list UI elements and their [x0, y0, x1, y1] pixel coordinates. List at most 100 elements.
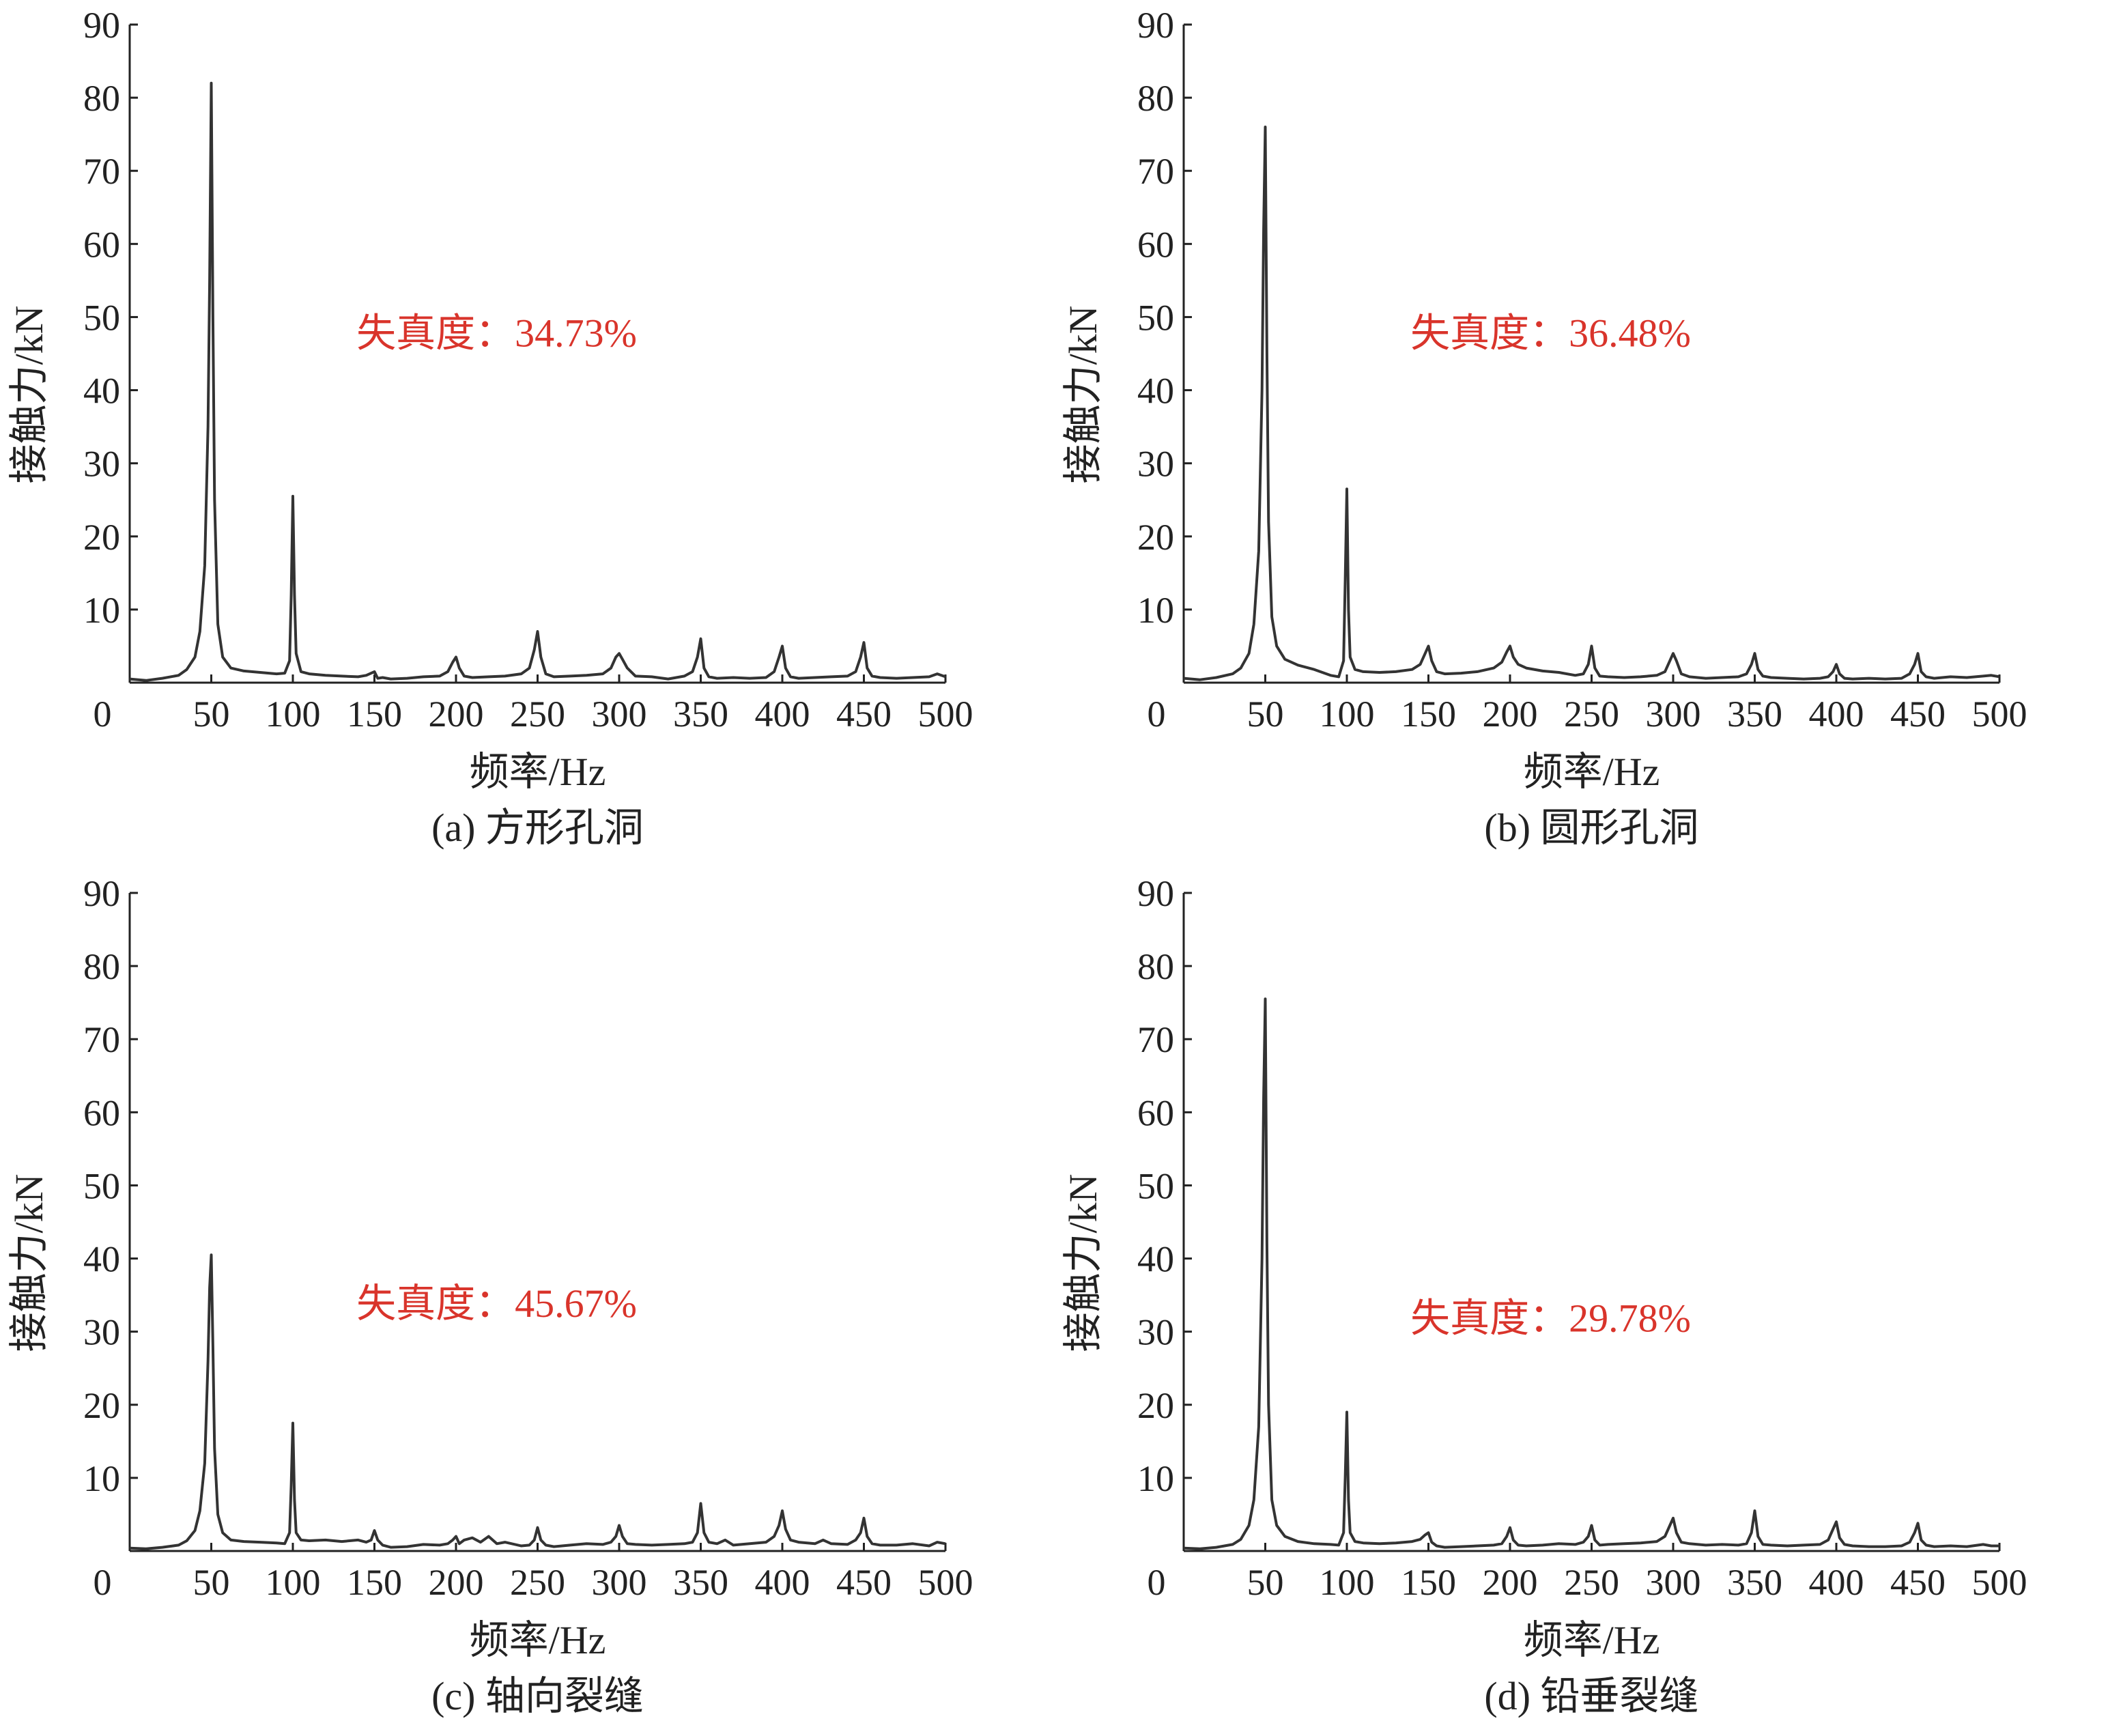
y-tick-label: 20 [1137, 517, 1174, 558]
y-tick-label: 80 [1137, 78, 1174, 119]
x-tick-label: 0 [94, 694, 112, 735]
x-tick-label: 350 [673, 1562, 728, 1603]
x-tick-label: 500 [918, 694, 973, 735]
y-tick-label: 10 [83, 1458, 120, 1499]
y-tick-label: 30 [83, 1312, 120, 1353]
x-tick-label: 450 [1890, 694, 1946, 735]
chart-caption: (a) 方形孔洞 [431, 806, 644, 850]
y-axis-label: 接触力/kN [7, 1173, 51, 1352]
x-tick-label: 50 [1247, 694, 1284, 735]
y-tick-label: 40 [83, 371, 120, 412]
y-axis-label: 接触力/kN [7, 305, 51, 483]
y-tick-label: 10 [1137, 1458, 1174, 1499]
x-tick-label: 200 [429, 1562, 484, 1603]
chart-panel-c: 0 50 100 150 200 250 300 350 400 450 500 10 20 30 40 50… [0, 868, 1054, 1736]
y-tick-label: 30 [1137, 444, 1174, 485]
y-tick-label: 50 [83, 297, 120, 338]
distortion-annotation: 失真度：34.73% [356, 311, 637, 355]
y-tick-label: 80 [1137, 946, 1174, 987]
chart-panel-b: 0 50 100 150 200 250 300 350 400 450 500 10 20 30 40 50… [1054, 0, 2108, 868]
x-tick-label: 500 [1972, 694, 2027, 735]
y-tick-label: 30 [1137, 1312, 1174, 1353]
y-tick-label: 90 [1137, 5, 1174, 46]
x-tick-label: 50 [193, 1562, 230, 1603]
x-tick-label: 150 [1401, 1562, 1456, 1603]
spectrum-series-line [129, 81, 946, 682]
x-tick-label: 250 [510, 694, 565, 735]
x-tick-label: 450 [836, 694, 892, 735]
x-tick-label: 150 [1401, 694, 1456, 735]
y-tick-label: 90 [83, 5, 120, 46]
y-tick-label: 80 [83, 78, 120, 119]
x-axis-label: 频率/Hz [1524, 750, 1660, 794]
x-tick-label: 150 [347, 1562, 402, 1603]
x-axis-label: 频率/Hz [1524, 1618, 1660, 1662]
x-tick-label: 0 [94, 1562, 112, 1603]
spectrum-series-line [129, 1253, 946, 1550]
x-tick-label: 0 [1148, 694, 1166, 735]
x-tick-label: 100 [266, 1562, 321, 1603]
x-tick-label: 250 [1564, 1562, 1619, 1603]
chart-caption: (d) 铅垂裂缝 [1484, 1674, 1698, 1718]
x-tick-label: 100 [266, 694, 321, 735]
x-tick-label: 400 [755, 1562, 810, 1603]
y-tick-label: 90 [83, 873, 120, 914]
x-tick-label: 350 [1727, 1562, 1782, 1603]
chart-svg: 0 50 100 150 200 250 300 350 400 450 500 10 20 30 40 50… [7, 5, 973, 850]
x-tick-label: 200 [1483, 1562, 1538, 1603]
x-tick-label: 150 [347, 694, 402, 735]
x-axis-label: 频率/Hz [470, 1618, 606, 1662]
distortion-annotation: 失真度：45.67% [356, 1281, 637, 1326]
spectrum-series-line [1183, 997, 1999, 1550]
y-tick-label: 60 [83, 1092, 120, 1133]
chart-svg: 0 50 100 150 200 250 300 350 400 450 500 10 20 30 40 50… [1061, 873, 2027, 1718]
x-tick-label: 100 [1320, 1562, 1375, 1603]
x-tick-label: 450 [1890, 1562, 1946, 1603]
x-axis-label: 频率/Hz [470, 750, 606, 794]
y-tick-label: 40 [83, 1239, 120, 1280]
x-tick-label: 300 [1646, 1562, 1701, 1603]
x-tick-label: 250 [510, 1562, 565, 1603]
y-tick-label: 70 [83, 151, 120, 192]
y-axis-label: 接触力/kN [1061, 305, 1105, 483]
y-axis-label: 接触力/kN [1061, 1173, 1105, 1352]
x-tick-label: 500 [918, 1562, 973, 1603]
chart-caption: (b) 圆形孔洞 [1484, 806, 1698, 850]
x-tick-label: 200 [1483, 694, 1538, 735]
x-tick-label: 50 [193, 694, 230, 735]
x-tick-label: 450 [836, 1562, 892, 1603]
x-tick-label: 300 [592, 1562, 647, 1603]
x-tick-label: 500 [1972, 1562, 2027, 1603]
distortion-annotation: 失真度：36.48% [1410, 311, 1691, 355]
x-tick-label: 50 [1247, 1562, 1284, 1603]
x-tick-label: 400 [755, 694, 810, 735]
y-tick-label: 70 [83, 1019, 120, 1060]
chart-svg: 0 50 100 150 200 250 300 350 400 450 500 10 20 30 40 50… [7, 873, 973, 1718]
x-tick-label: 100 [1320, 694, 1375, 735]
y-tick-label: 50 [1137, 1165, 1174, 1206]
y-tick-label: 40 [1137, 1239, 1174, 1280]
y-tick-label: 20 [1137, 1385, 1174, 1426]
y-tick-label: 60 [1137, 1092, 1174, 1133]
x-tick-label: 350 [1727, 694, 1782, 735]
x-tick-label: 300 [592, 694, 647, 735]
chart-caption: (c) 轴向裂缝 [431, 1674, 644, 1718]
chart-panel-a: 0 50 100 150 200 250 300 350 400 450 500 10 20 30 40 50… [0, 0, 1054, 868]
y-tick-label: 70 [1137, 1019, 1174, 1060]
y-tick-label: 20 [83, 517, 120, 558]
distortion-annotation: 失真度：29.78% [1410, 1296, 1691, 1341]
chart-svg: 0 50 100 150 200 250 300 350 400 450 500 10 20 30 40 50… [1061, 5, 2027, 850]
y-tick-label: 40 [1137, 371, 1174, 412]
x-tick-label: 300 [1646, 694, 1701, 735]
y-tick-label: 60 [1137, 224, 1174, 265]
y-tick-label: 30 [83, 444, 120, 485]
y-tick-label: 50 [83, 1165, 120, 1206]
y-tick-label: 10 [83, 590, 120, 631]
y-tick-label: 60 [83, 224, 120, 265]
x-tick-label: 0 [1148, 1562, 1166, 1603]
chart-panel-d: 0 50 100 150 200 250 300 350 400 450 500 10 20 30 40 50… [1054, 868, 2108, 1736]
y-tick-label: 20 [83, 1385, 120, 1426]
y-tick-label: 10 [1137, 590, 1174, 631]
x-tick-label: 250 [1564, 694, 1619, 735]
x-tick-label: 400 [1809, 1562, 1864, 1603]
